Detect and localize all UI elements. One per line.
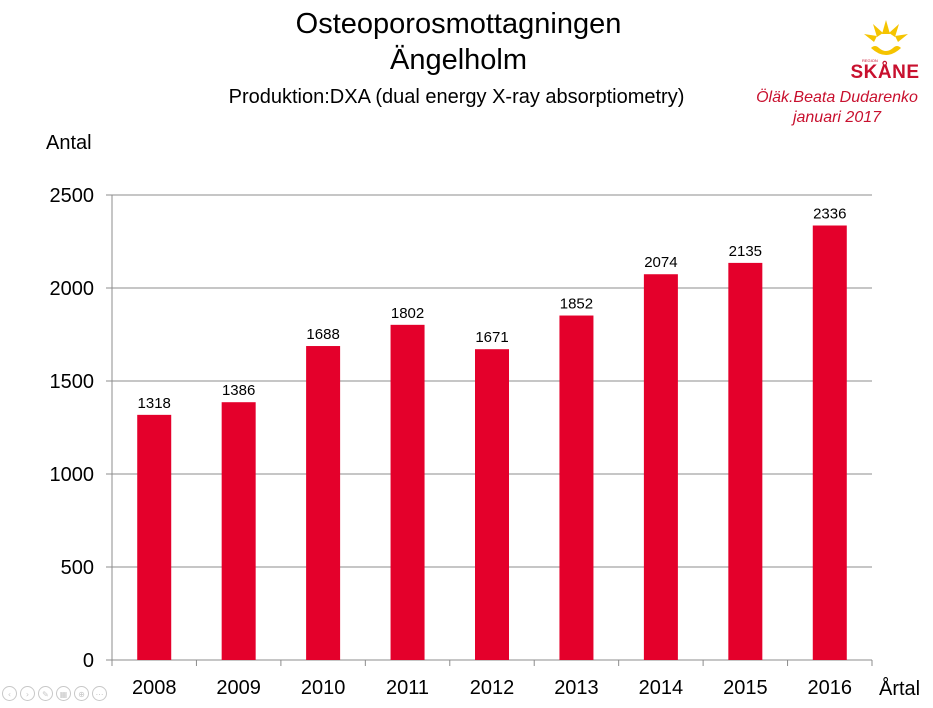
data-label: 2135 xyxy=(729,243,762,260)
y-axis-label: Antal xyxy=(46,132,92,154)
next-icon[interactable]: › xyxy=(20,686,35,701)
author-name: Öläk.Beata Dudarenko xyxy=(756,89,918,106)
bar xyxy=(306,346,341,660)
x-tick-label: 2015 xyxy=(723,677,768,699)
y-tick-label: 500 xyxy=(61,557,94,579)
bar xyxy=(559,315,594,660)
y-tick-label: 2000 xyxy=(50,278,95,300)
slides-icon[interactable]: ▦ xyxy=(56,686,71,701)
logo-text: SKÅNE xyxy=(850,62,920,83)
data-label: 2074 xyxy=(644,254,677,271)
bar xyxy=(390,324,425,660)
x-tick-label: 2008 xyxy=(132,677,177,699)
data-label: 1671 xyxy=(475,329,508,346)
x-tick-label: 2016 xyxy=(808,677,853,699)
zoom-icon[interactable]: ⊕ xyxy=(74,686,89,701)
x-tick-label: 2014 xyxy=(639,677,684,699)
x-tick-label: 2013 xyxy=(554,677,599,699)
prev-icon[interactable]: ‹ xyxy=(2,686,17,701)
x-tick-label: 2010 xyxy=(301,677,346,699)
y-tick-label: 2500 xyxy=(50,185,95,207)
logo-region-text: REGION xyxy=(862,58,878,63)
chart-title-line-2: Ängelholm xyxy=(389,44,528,76)
bar xyxy=(643,274,678,660)
chart-subtitle: Produktion:DXA (dual energy X-ray absorp… xyxy=(228,86,685,108)
x-tick-label: 2009 xyxy=(216,677,261,699)
x-tick-label: 2011 xyxy=(386,677,429,699)
data-label: 1852 xyxy=(560,296,593,313)
data-label: 1318 xyxy=(138,395,171,412)
bar xyxy=(728,262,763,660)
data-label: 1386 xyxy=(222,382,255,399)
y-tick-label: 1000 xyxy=(50,464,95,486)
data-label: 2336 xyxy=(813,206,846,223)
bar xyxy=(475,349,509,660)
data-label: 1688 xyxy=(306,326,339,343)
pen-icon[interactable]: ✎ xyxy=(38,686,53,701)
bar xyxy=(137,414,172,660)
y-tick-label: 1500 xyxy=(50,371,95,393)
chart-title-line-1: Osteoporosmottagningen xyxy=(295,8,622,40)
bar xyxy=(812,225,847,660)
bar xyxy=(221,402,256,660)
x-axis-label: Årtal xyxy=(879,678,921,700)
more-icon[interactable]: ⋯ xyxy=(92,686,107,701)
x-tick-label: 2012 xyxy=(470,677,515,699)
y-tick-label: 0 xyxy=(83,650,94,672)
author-date: januari 2017 xyxy=(792,109,882,126)
region-skane-logo-icon xyxy=(864,20,908,55)
slideshow-controls: ‹ › ✎ ▦ ⊕ ⋯ xyxy=(2,686,107,701)
data-label: 1802 xyxy=(391,305,424,322)
